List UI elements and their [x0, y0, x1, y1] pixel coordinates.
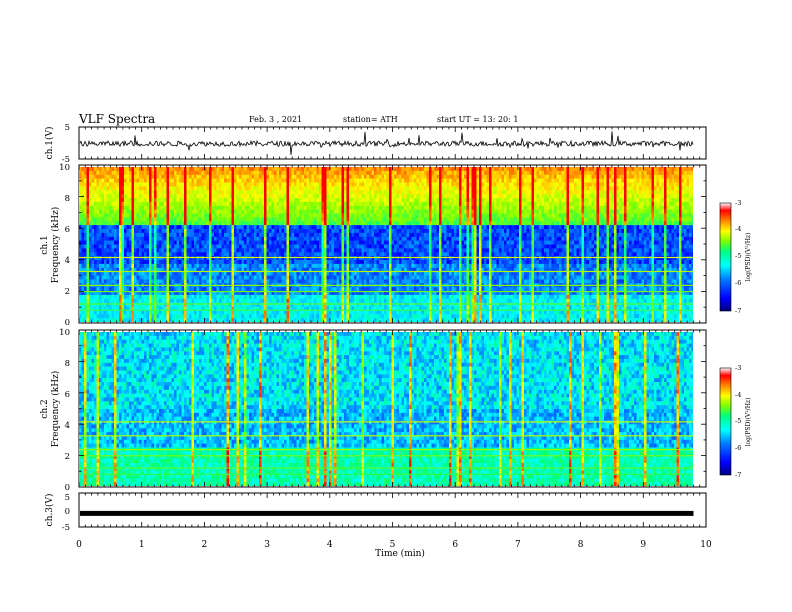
x-tick-label: 3: [264, 540, 270, 550]
x-tick-label: 10: [700, 540, 712, 550]
ch1-ylabel: ch.1(V): [44, 127, 55, 160]
x-tick-label: 1: [139, 540, 145, 550]
x-tick-label: 7: [515, 540, 521, 550]
colorbar-ch1-tick-neg5: -5: [735, 252, 741, 260]
ch3-ytick-neg5: -5: [62, 523, 70, 533]
spec2-ylabel-frequency: Frequency (kHz): [50, 371, 61, 448]
spec1-ytick-10: 10: [59, 163, 70, 173]
station-label: station= ATH: [343, 115, 398, 124]
spec1-ytick-4: 4: [65, 256, 70, 266]
colorbar-ch2-label: log(PSD)(V²/Hz): [745, 398, 752, 447]
colorbar-ch2-tick-neg6: -6: [735, 444, 741, 452]
spec1-ytick-0: 0: [65, 318, 70, 328]
ch1-ytick-neg5: -5: [62, 155, 70, 165]
spec2-ytick-10: 10: [59, 328, 70, 338]
colorbar-ch1-scale: [719, 202, 732, 312]
start-time-label: start UT = 13: 20: 1: [437, 115, 518, 124]
x-tick-label: 8: [578, 540, 584, 550]
colorbar-ch2-tick-neg5: -5: [735, 417, 741, 425]
colorbar-ch2-tick-neg4: -4: [735, 391, 741, 399]
x-tick-label: 5: [390, 540, 396, 550]
spec1-ytick-6: 6: [65, 225, 70, 235]
colorbar-ch2-tick-neg7: -7: [735, 471, 741, 479]
date-label: Feb. 3 , 2021: [249, 115, 302, 124]
spec2-ytick-4: 4: [65, 421, 70, 431]
colorbar-ch2-scale: [719, 367, 732, 476]
spec1-ytick-2: 2: [65, 287, 70, 297]
x-tick-label: 4: [327, 540, 333, 550]
ch1-waveform-line: [79, 131, 694, 156]
colorbar-ch1-tick-neg4: -4: [735, 225, 741, 233]
colorbar-ch1-tick-neg7: -7: [735, 307, 741, 315]
x-axis-label: Time (min): [375, 548, 425, 559]
spec1-ylabel-frequency: Frequency (kHz): [50, 207, 61, 284]
spec1-ylabel-channel: ch.1: [40, 235, 50, 254]
colorbar-ch1-tick-neg3: -3: [735, 199, 741, 207]
colorbar-ch1-label: log(PSD)(V²/Hz): [745, 233, 752, 282]
x-tick-label: 9: [640, 540, 646, 550]
ch1-ytick-5: 5: [65, 123, 70, 133]
spec2-ytick-8: 8: [65, 359, 70, 369]
ch3-ylabel: ch.3(V): [44, 494, 55, 527]
ch3-ytick-5: 5: [65, 493, 70, 503]
spec2-ytick-6: 6: [65, 390, 70, 400]
x-tick-label: 6: [452, 540, 458, 550]
x-tick-label: 0: [76, 540, 82, 550]
colorbar-ch1: -3 -4 -5 -6 -7 log(PSD)(V²/Hz): [719, 199, 752, 315]
spec2-ylabel-channel: ch.2: [40, 399, 50, 418]
figure-title: VLF Spectra: [79, 112, 155, 126]
spec1-ytick-8: 8: [65, 194, 70, 204]
ch3-ytick-0: 0: [65, 507, 70, 517]
ch3-waveform-frame: [78, 492, 707, 528]
ch2-spectrogram: [79, 332, 693, 486]
ch3-waveform-line: [80, 510, 694, 516]
x-tick-label: 2: [202, 540, 208, 550]
spec2-ytick-0: 0: [65, 483, 70, 493]
colorbar-ch2-tick-neg3: -3: [735, 364, 741, 372]
ch1-spectrogram: [79, 167, 693, 322]
colorbar-ch1-tick-neg6: -6: [735, 279, 741, 287]
spec2-ytick-2: 2: [65, 452, 70, 462]
colorbar-ch2: -3 -4 -5 -6 -7 log(PSD)(V²/Hz): [719, 364, 752, 479]
axis-ticks: [78, 127, 707, 527]
